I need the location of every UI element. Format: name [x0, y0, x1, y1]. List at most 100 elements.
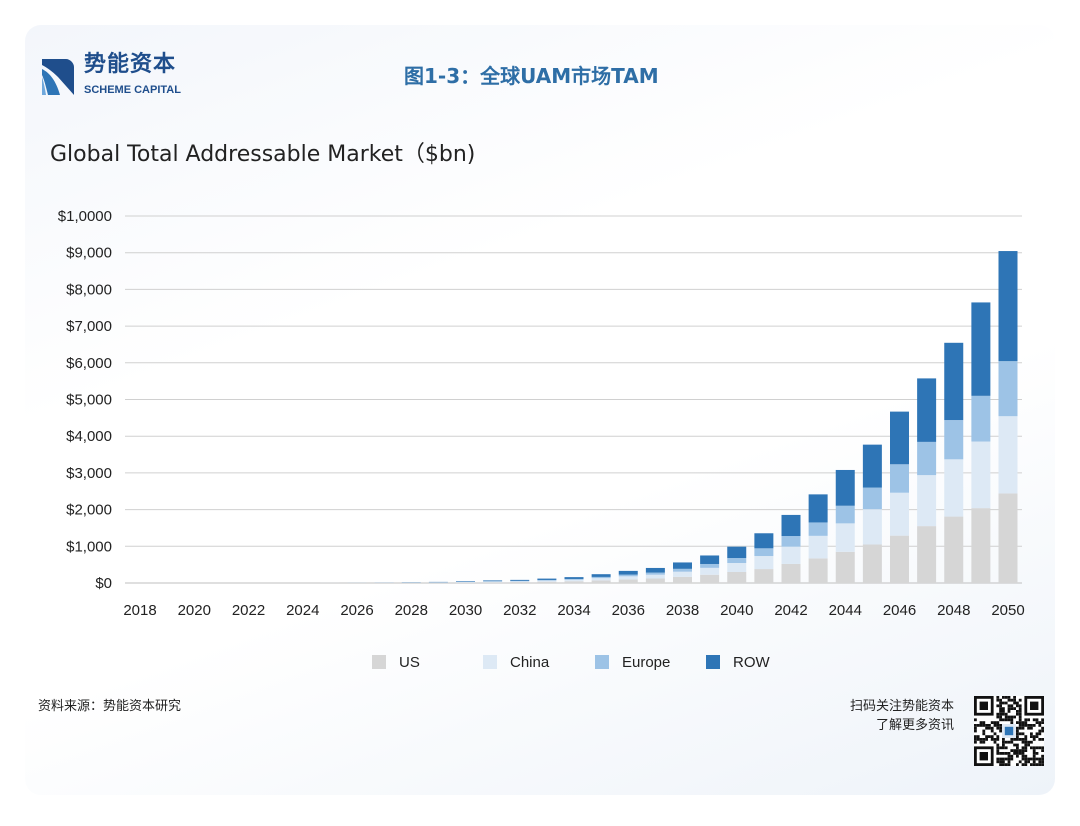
- bar-row-2035: [591, 574, 611, 577]
- bar-us-2032: [510, 582, 530, 583]
- bar-europe-2042: [781, 536, 801, 547]
- bar-row-2050: [998, 251, 1018, 362]
- bar-europe-2033: [537, 579, 557, 581]
- x-tick-label: 2044: [829, 602, 862, 619]
- qr-caption-line1: 扫码关注势能资本: [849, 699, 954, 714]
- bar-row-2041: [754, 533, 774, 549]
- bar-europe-2040: [727, 558, 747, 563]
- bar-china-2037: [645, 574, 665, 579]
- bar-china-2035: [591, 578, 611, 581]
- bar-row-2033: [537, 578, 557, 580]
- bar-row-2046: [890, 411, 909, 465]
- bar-europe-2036: [618, 574, 638, 577]
- bar-europe-2044: [835, 505, 855, 524]
- bar-china-2047: [917, 475, 937, 527]
- legend-label-us: US: [399, 654, 420, 671]
- bar-europe-2049: [971, 395, 991, 442]
- bar-china-2050: [998, 416, 1018, 494]
- qr-caption-line2: 了解更多资讯: [875, 718, 954, 733]
- x-tick-label: 2036: [612, 602, 645, 619]
- bar-europe-2045: [862, 487, 882, 510]
- bar-china-2046: [890, 492, 909, 536]
- y-tick-label: $3,000: [66, 465, 112, 482]
- bar-row-2034: [564, 577, 584, 579]
- y-tick-label: $1,000: [66, 538, 112, 555]
- qr-code-icon: [974, 696, 1044, 766]
- bar-row-2044: [835, 469, 855, 506]
- x-tick-label: 2042: [774, 602, 807, 619]
- bar-china-2042: [781, 546, 801, 564]
- bar-china-2036: [618, 576, 638, 580]
- chart-card: [25, 25, 1055, 795]
- bar-us-2046: [890, 535, 909, 583]
- bar-europe-2035: [591, 576, 611, 579]
- bar-row-2038: [673, 562, 692, 569]
- bar-row-2040: [727, 546, 747, 559]
- bar-europe-2048: [944, 420, 964, 460]
- bar-row-2048: [944, 342, 964, 421]
- bar-us-2039: [700, 574, 720, 583]
- figure-title: 图1-3：全球UAM市场TAM: [404, 64, 659, 88]
- bar-china-2038: [673, 571, 692, 577]
- bar-us-2038: [673, 576, 692, 583]
- x-tick-label: 2028: [395, 602, 428, 619]
- bar-china-2031: [483, 581, 503, 583]
- bar-us-2031: [483, 582, 503, 583]
- chart-title: Global Total Addressable Market（$bn): [50, 142, 476, 167]
- legend-swatch-us: [372, 655, 386, 669]
- x-tick-label: 2046: [883, 602, 916, 619]
- bar-row-2032: [510, 579, 530, 581]
- x-tick-label: 2030: [449, 602, 482, 619]
- bar-china-2034: [564, 579, 584, 582]
- legend-label-china: China: [510, 654, 550, 671]
- y-tick-label: $4,000: [66, 428, 112, 445]
- bar-us-2037: [645, 578, 665, 583]
- y-tick-label: $9,000: [66, 245, 112, 262]
- bar-europe-2039: [700, 563, 720, 568]
- bar-us-2040: [727, 571, 747, 583]
- bar-china-2032: [510, 581, 530, 583]
- y-tick-label: $5,000: [66, 392, 112, 409]
- bar-row-2047: [917, 378, 937, 442]
- x-tick-label: 2038: [666, 602, 699, 619]
- bar-china-2033: [537, 580, 557, 582]
- bar-us-2044: [835, 551, 855, 583]
- bar-china-2041: [754, 556, 774, 570]
- bar-row-2037: [645, 567, 665, 573]
- bar-china-2043: [808, 535, 828, 559]
- bar-us-2030: [456, 582, 475, 583]
- bar-us-2033: [537, 581, 557, 583]
- bar-row-2042: [781, 514, 801, 537]
- y-tick-label: $8,000: [66, 281, 112, 298]
- bar-europe-2043: [808, 522, 828, 536]
- bar-us-2047: [917, 526, 937, 583]
- x-tick-label: 2024: [286, 602, 319, 619]
- bar-us-2035: [591, 580, 611, 583]
- bar-china-2048: [944, 459, 964, 517]
- y-tick-label: $7,000: [66, 318, 112, 335]
- brand-name-cn: 势能资本: [84, 52, 177, 77]
- x-tick-label: 2022: [232, 602, 265, 619]
- bar-row-2039: [700, 555, 720, 564]
- y-tick-label: $2,000: [66, 502, 112, 519]
- bar-row-2049: [971, 302, 991, 396]
- x-tick-label: 2050: [991, 602, 1024, 619]
- bar-china-2045: [862, 509, 882, 545]
- x-tick-label: 2026: [340, 602, 373, 619]
- source-note: 资料来源：势能资本研究: [38, 699, 182, 714]
- bar-china-2040: [727, 562, 747, 572]
- bar-us-2050: [998, 493, 1018, 583]
- bar-china-2039: [700, 567, 720, 575]
- x-tick-label: 2020: [178, 602, 211, 619]
- x-tick-label: 2018: [123, 602, 156, 619]
- bar-us-2049: [971, 508, 991, 583]
- legend-swatch-europe: [595, 655, 609, 669]
- bar-us-2034: [564, 581, 584, 583]
- y-tick-label: $1,0000: [58, 208, 112, 225]
- y-tick-label: $6,000: [66, 355, 112, 372]
- bar-us-2043: [808, 558, 828, 583]
- bar-europe-2046: [890, 464, 909, 493]
- bar-us-2045: [862, 544, 882, 583]
- x-tick-label: 2040: [720, 602, 753, 619]
- bar-europe-2034: [564, 578, 584, 580]
